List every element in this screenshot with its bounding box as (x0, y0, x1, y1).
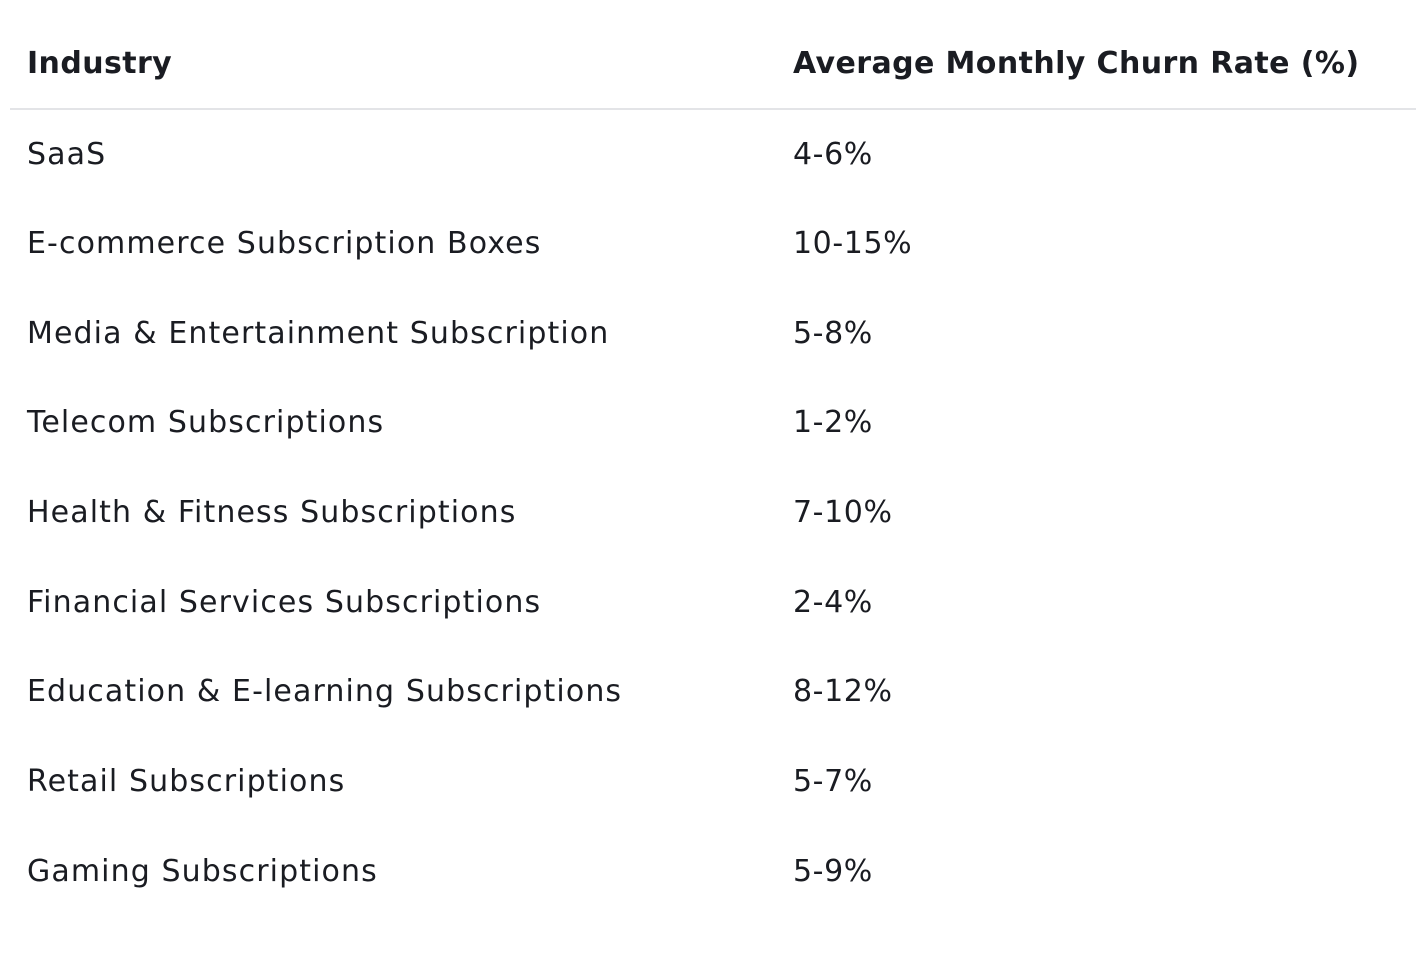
churn-rate-cell: 8-12% (793, 674, 893, 710)
churn-rate-cell: 5-9% (793, 853, 873, 889)
churn-table-container: Industry Average Monthly Churn Rate (%) … (10, 18, 1416, 916)
table-row: Telecom Subscriptions 1-2% (10, 378, 1416, 468)
table-header: Industry Average Monthly Churn Rate (%) (10, 18, 1416, 110)
industry-cell: SaaS (27, 136, 107, 172)
table-row: E-commerce Subscription Boxes 10-15% (10, 199, 1416, 289)
header-churn-rate: Average Monthly Churn Rate (%) (777, 18, 1416, 110)
churn-rate-cell: 10-15% (793, 226, 913, 262)
churn-rate-cell: 5-7% (793, 764, 873, 800)
table-body: SaaS 4-6% E-commerce Subscription Boxes … (10, 109, 1416, 916)
header-industry: Industry (10, 18, 777, 110)
industry-cell: Media & Entertainment Subscription (27, 315, 610, 351)
header-row: Industry Average Monthly Churn Rate (%) (10, 18, 1416, 110)
table-row: Education & E-learning Subscriptions 8-1… (10, 647, 1416, 737)
churn-rate-cell: 5-8% (793, 315, 873, 351)
industry-cell: Retail Subscriptions (27, 764, 346, 800)
churn-rate-cell: 7-10% (793, 495, 893, 531)
industry-cell: Education & E-learning Subscriptions (27, 674, 623, 710)
table-row: Financial Services Subscriptions 2-4% (10, 557, 1416, 647)
industry-cell: Health & Fitness Subscriptions (27, 495, 517, 531)
industry-cell: Gaming Subscriptions (27, 853, 378, 889)
table-row: SaaS 4-6% (10, 109, 1416, 199)
table-row: Retail Subscriptions 5-7% (10, 737, 1416, 827)
churn-rate-cell: 4-6% (793, 136, 873, 172)
churn-rate-cell: 1-2% (793, 405, 873, 441)
industry-cell: E-commerce Subscription Boxes (27, 226, 542, 262)
industry-cell: Telecom Subscriptions (27, 405, 385, 441)
industry-cell: Financial Services Subscriptions (27, 584, 542, 620)
table-row: Health & Fitness Subscriptions 7-10% (10, 468, 1416, 558)
churn-rate-cell: 2-4% (793, 584, 873, 620)
table-row: Media & Entertainment Subscription 5-8% (10, 288, 1416, 378)
table-row: Gaming Subscriptions 5-9% (10, 827, 1416, 917)
churn-table: Industry Average Monthly Churn Rate (%) … (10, 18, 1416, 916)
